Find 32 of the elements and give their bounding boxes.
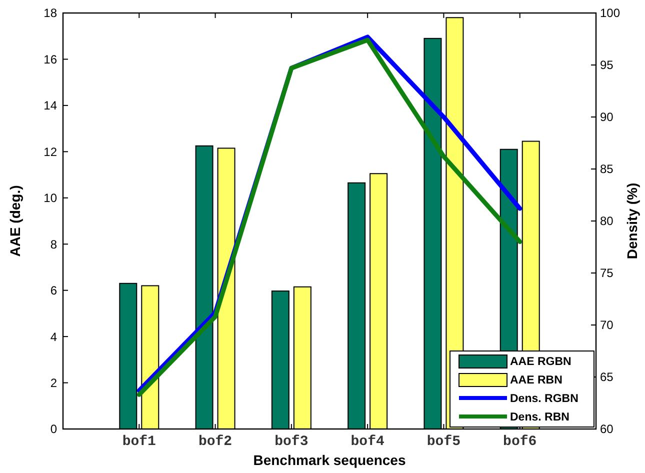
y2-tick-label: 100: [600, 6, 620, 20]
x-tick-label: bof5: [426, 434, 461, 450]
x-tick-label: bof4: [350, 434, 384, 450]
y-tick-label: 16: [44, 52, 58, 66]
x-tick-label: bof2: [198, 434, 232, 450]
x-tick-label: bof1: [122, 434, 156, 450]
y-tick-label: 10: [44, 191, 58, 206]
y-tick-label: 0: [50, 422, 58, 436]
y-tick-label: 6: [50, 284, 58, 298]
x-tick-label: bof6: [503, 434, 537, 450]
y-tick-label: 12: [44, 144, 58, 159]
y2-tick-label: 90: [600, 110, 614, 124]
y2-tick-label: 80: [600, 214, 614, 228]
y2-axis-title: Density (%): [624, 182, 640, 260]
y2-tick-label: 70: [600, 318, 614, 332]
y-axis-title: AAE (deg.): [7, 185, 23, 257]
legend-label: Dens. RGBN: [510, 393, 578, 406]
y-tick-label: 8: [50, 237, 58, 252]
y2-tick-label: 65: [600, 370, 614, 384]
x-tick-label: bof3: [274, 434, 308, 450]
y2-tick-label: 95: [600, 58, 614, 72]
y2-tick-label: 60: [600, 422, 614, 436]
x-axis-title: Benchmark sequences: [253, 452, 406, 468]
legend-label: AAE RGBN: [510, 356, 572, 368]
y-tick-label: 2: [50, 376, 58, 390]
legend-label: Dens. RBN: [510, 412, 570, 424]
y-tick-label: 4: [50, 330, 58, 344]
y-tick-label: 14: [44, 98, 58, 113]
y2-tick-label: 85: [600, 162, 614, 176]
y2-tick-label: 75: [600, 266, 614, 280]
y-tick-label: 18: [44, 6, 58, 20]
legend-label: AAE RBN: [510, 374, 562, 387]
